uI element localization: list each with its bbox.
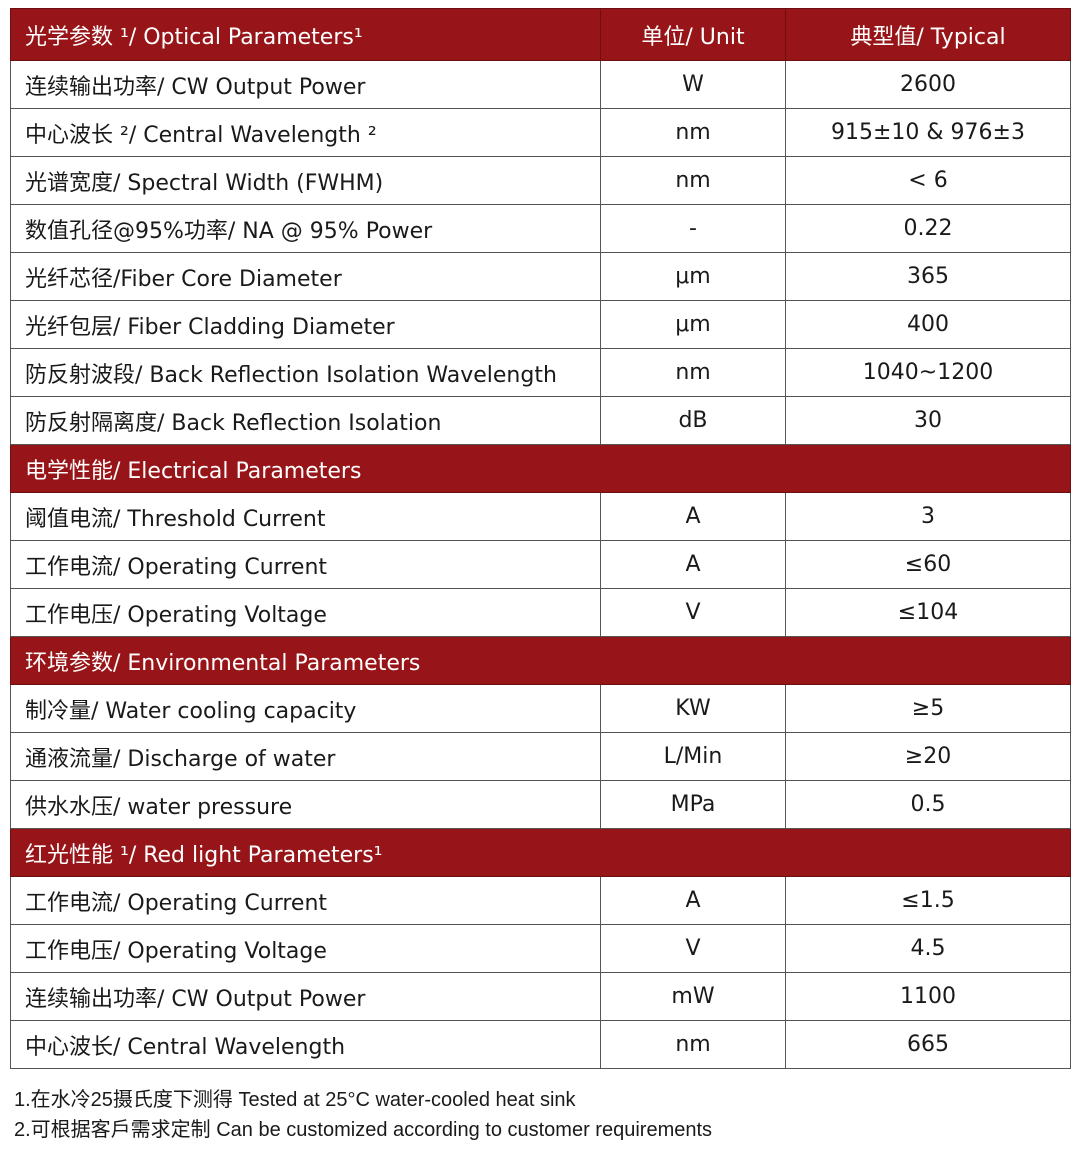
unit-cell: A [600, 540, 786, 589]
value-cell: ≥20 [785, 732, 1071, 781]
table-row: 光纤包层/ Fiber Cladding Diameter μm 400 [10, 300, 1071, 349]
unit-cell: MPa [600, 780, 786, 829]
param-cell: 阈值电流/ Threshold Current [10, 492, 601, 541]
value-cell: ≥5 [785, 684, 1071, 733]
table-row: 防反射波段/ Back Reflection Isolation Wavelen… [10, 348, 1071, 397]
param-cell: 光纤包层/ Fiber Cladding Diameter [10, 300, 601, 349]
param-cell: 工作电压/ Operating Voltage [10, 588, 601, 637]
unit-cell: V [600, 924, 786, 973]
value-cell: 4.5 [785, 924, 1071, 973]
unit-cell: μm [600, 252, 786, 301]
unit-cell: μm [600, 300, 786, 349]
table-row: 供水水压/ water pressure MPa 0.5 [10, 780, 1071, 829]
param-cell: 防反射隔离度/ Back Reflection Isolation [10, 396, 601, 445]
value-cell: 3 [785, 492, 1071, 541]
unit-cell: A [600, 492, 786, 541]
header-unit: 单位/ Unit [600, 8, 786, 61]
param-cell: 通液流量/ Discharge of water [10, 732, 601, 781]
value-cell: 665 [785, 1020, 1071, 1069]
value-cell: ≤104 [785, 588, 1071, 637]
section-redlight: 红光性能 ¹/ Red light Parameters¹ [10, 828, 1071, 877]
section-title: 电学性能/ Electrical Parameters [10, 444, 1071, 493]
param-cell: 工作电流/ Operating Current [10, 540, 601, 589]
spec-table: 光学参数 ¹/ Optical Parameters¹ 单位/ Unit 典型值… [10, 8, 1071, 1069]
footnote-2: 2.可根据客戶需求定制 Can be customized according … [14, 1119, 713, 1141]
unit-cell: V [600, 588, 786, 637]
param-cell: 工作电流/ Operating Current [10, 876, 601, 925]
table-row: 防反射隔离度/ Back Reflection Isolation dB 30 [10, 396, 1071, 445]
unit-cell: nm [600, 348, 786, 397]
param-cell: 制冷量/ Water cooling capacity [10, 684, 601, 733]
section-title: 环境参数/ Environmental Parameters [10, 636, 1071, 685]
param-cell: 连续输出功率/ CW Output Power [10, 60, 601, 109]
unit-cell: W [600, 60, 786, 109]
table-row: 数值孔径@95%功率/ NA @ 95% Power -0.22 [10, 204, 1071, 253]
param-cell: 数值孔径@95%功率/ NA @ 95% Power [10, 204, 601, 253]
param-cell: 防反射波段/ Back Reflection Isolation Wavelen… [10, 348, 601, 397]
section-environmental: 环境参数/ Environmental Parameters [10, 636, 1071, 685]
value-cell: < 6 [785, 156, 1071, 205]
unit-cell: KW [600, 684, 786, 733]
value-cell: ≤1.5 [785, 876, 1071, 925]
footnotes: 1.在水冷25摄氏度下测得 Tested at 25°C water-coole… [14, 1085, 712, 1145]
table-row: 光纤芯径/Fiber Core Diameter μm 365 [10, 252, 1071, 301]
value-cell: 1040~1200 [785, 348, 1071, 397]
header-typical: 典型值/ Typical [785, 8, 1071, 61]
table-row: 通液流量/ Discharge of water L/Min ≥20 [10, 732, 1071, 781]
value-cell: ≤60 [785, 540, 1071, 589]
table-row: 中心波长 ²/ Central Wavelength ² nm 915±10 & 9… [10, 108, 1071, 157]
footnote-1: 1.在水冷25摄氏度下测得 Tested at 25°C water-coole… [14, 1089, 576, 1111]
table-row: 制冷量/ Water cooling capacity KW ≥5 [10, 684, 1071, 733]
table-row: 光谱宽度/ Spectral Width (FWHM) nm < 6 [10, 156, 1071, 205]
value-cell: 1100 [785, 972, 1071, 1021]
table-row: 工作电压/ Operating Voltage V 4.5 [10, 924, 1071, 973]
param-cell: 供水水压/ water pressure [10, 780, 601, 829]
table-row: 阈值电流/ Threshold Current A 3 [10, 492, 1071, 541]
param-cell: 连续输出功率/ CW Output Power [10, 972, 601, 1021]
table-row: 工作电流/ Operating Current A ≤60 [10, 540, 1071, 589]
unit-cell: nm [600, 1020, 786, 1069]
value-cell: 30 [785, 396, 1071, 445]
unit-cell: dB [600, 396, 786, 445]
section-title: 红光性能 ¹/ Red light Parameters¹ [10, 828, 1071, 877]
unit-cell: mW [600, 972, 786, 1021]
value-cell: 0.5 [785, 780, 1071, 829]
table-row: 连续输出功率/ CW Output Power mW 1100 [10, 972, 1071, 1021]
header-param: 光学参数 ¹/ Optical Parameters¹ [10, 8, 601, 61]
unit-cell: nm [600, 156, 786, 205]
unit-cell: - [600, 204, 786, 253]
table-header-row: 光学参数 ¹/ Optical Parameters¹ 单位/ Unit 典型值… [10, 8, 1071, 61]
value-cell: 0.22 [785, 204, 1071, 253]
unit-cell: nm [600, 108, 786, 157]
value-cell: 2600 [785, 60, 1071, 109]
unit-cell: L/Min [600, 732, 786, 781]
value-cell: 915±10 & 976±3 [785, 108, 1071, 157]
table-row: 连续输出功率/ CW Output Power W 2600 [10, 60, 1071, 109]
unit-cell: A [600, 876, 786, 925]
value-cell: 365 [785, 252, 1071, 301]
param-cell: 光谱宽度/ Spectral Width (FWHM) [10, 156, 601, 205]
param-cell: 中心波长/ Central Wavelength [10, 1020, 601, 1069]
table-row: 工作电流/ Operating Current A ≤1.5 [10, 876, 1071, 925]
param-cell: 光纤芯径/Fiber Core Diameter [10, 252, 601, 301]
param-cell: 工作电压/ Operating Voltage [10, 924, 601, 973]
param-cell: 中心波长 ²/ Central Wavelength ² [10, 108, 601, 157]
section-electrical: 电学性能/ Electrical Parameters [10, 444, 1071, 493]
value-cell: 400 [785, 300, 1071, 349]
table-row: 工作电压/ Operating Voltage V ≤104 [10, 588, 1071, 637]
table-row: 中心波长/ Central Wavelength nm 665 [10, 1020, 1071, 1069]
